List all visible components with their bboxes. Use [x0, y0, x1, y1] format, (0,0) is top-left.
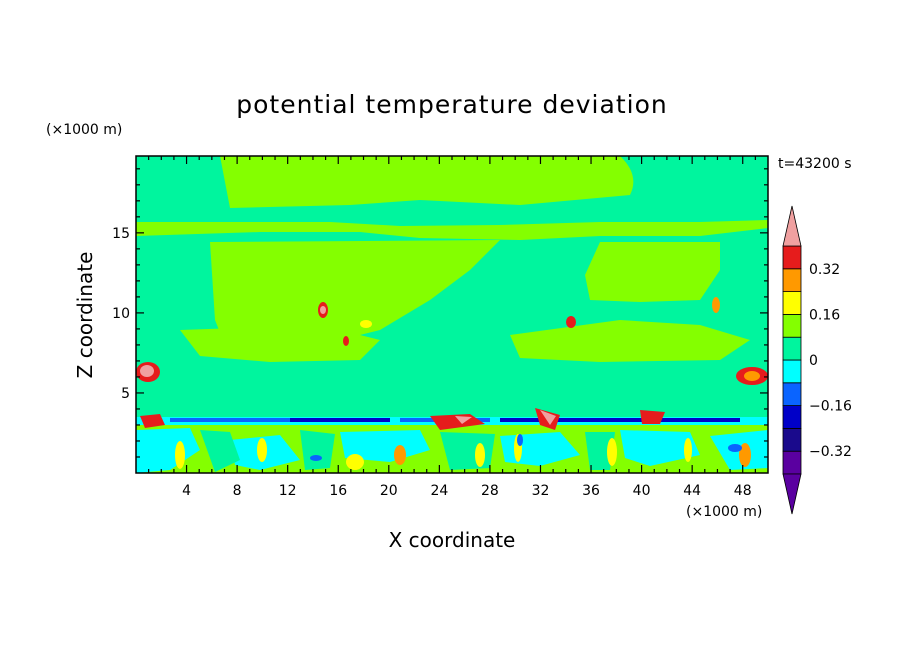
y-tick-label: 10: [112, 306, 130, 322]
y-axis-label: Z coordinate: [73, 252, 97, 379]
x-unit-label: (×1000 m): [686, 504, 762, 520]
warm-edge-right: [744, 371, 760, 381]
inversion-line: [500, 418, 740, 422]
colorbar-segment: [782, 336, 802, 361]
colorbar-segment: [782, 382, 802, 406]
x-tick-label: 20: [380, 483, 398, 499]
colorbar-max-arrow: [782, 205, 802, 247]
plume: [607, 438, 617, 466]
colorbar-label: 0: [809, 353, 818, 369]
colorbar-label: −0.16: [809, 399, 852, 415]
right-positive-region: [585, 242, 720, 302]
warm-edge-left: [140, 365, 154, 377]
colorbar-label: 0.32: [809, 262, 840, 278]
colorbar: 0.32 0.16 0 −0.16 −0.32: [782, 205, 852, 515]
warm-cell: [566, 316, 576, 328]
colorbar-segment: [782, 245, 802, 270]
plume: [475, 443, 485, 467]
colorbar-segment: [782, 268, 802, 292]
plume: [346, 454, 364, 470]
colorbar-label: 0.16: [809, 307, 840, 323]
plume: [257, 438, 267, 462]
cold-spot: [517, 434, 523, 446]
colorbar-segment: [782, 359, 802, 384]
x-tick-label: 48: [734, 483, 752, 499]
mid-left-region: [180, 325, 380, 362]
colorbar-min-arrow: [782, 473, 802, 515]
x-axis-ticks: 4 8 12 16 20 24 28 32 36 40 44 48: [148, 156, 756, 499]
x-tick-label: 12: [279, 483, 297, 499]
plume: [175, 441, 185, 469]
neutral-region: [200, 430, 615, 472]
warm-cell: [320, 306, 326, 314]
colorbar-segment: [782, 313, 802, 338]
x-axis-label: X coordinate: [389, 528, 516, 552]
x-tick-label: 24: [430, 483, 448, 499]
x-tick-label: 40: [633, 483, 651, 499]
colorbar-segment: [782, 427, 802, 452]
colorbar-segment: [782, 291, 802, 315]
plume: [394, 445, 406, 465]
x-tick-label: 4: [182, 483, 191, 499]
x-tick-label: 16: [329, 483, 347, 499]
cold-spot: [310, 455, 322, 461]
plume: [684, 438, 692, 462]
x-tick-label: 28: [481, 483, 499, 499]
x-tick-label: 8: [233, 483, 242, 499]
mid-right-region: [510, 320, 750, 362]
upper-positive-band: [136, 220, 768, 240]
y-axis-ticks: 5 10 15: [112, 168, 768, 458]
cold-spot: [728, 444, 742, 452]
inversion-line: [170, 418, 290, 422]
warm-cell: [712, 297, 720, 313]
warm-cell: [360, 320, 372, 328]
x-tick-label: 36: [582, 483, 600, 499]
x-tick-label: 44: [683, 483, 701, 499]
y-tick-label: 5: [121, 386, 130, 402]
y-tick-label: 15: [112, 226, 130, 242]
y-unit-label: (×1000 m): [46, 122, 122, 138]
warm-cell: [343, 336, 349, 346]
colorbar-segment: [782, 405, 802, 429]
chart-title: potential temperature deviation: [236, 90, 667, 119]
colorbar-segment: [782, 450, 802, 475]
mid-positive-region: [210, 240, 500, 350]
colorbar-label: −0.32: [809, 444, 852, 460]
plume: [739, 443, 751, 467]
inversion-line: [290, 418, 390, 422]
contour-field: [136, 156, 768, 473]
time-label: t=43200 s: [778, 156, 852, 172]
upper-positive-region: [220, 156, 634, 208]
x-tick-label: 32: [532, 483, 550, 499]
